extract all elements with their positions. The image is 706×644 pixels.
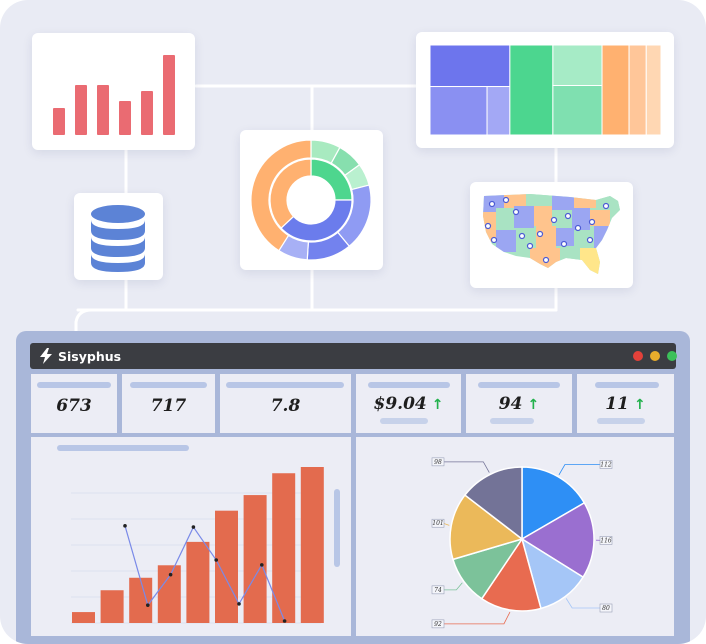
usa-map-icon: [483, 194, 620, 274]
bar: [163, 55, 175, 135]
line-point: [260, 563, 264, 567]
bar-line-chart-panel: [31, 437, 351, 636]
line-point: [168, 572, 173, 577]
pie-slice: [480, 537, 542, 612]
pie-data-label: 92: [434, 621, 442, 628]
sunburst-inner-segment: [269, 158, 312, 229]
bar: [72, 612, 95, 623]
bar: [215, 510, 238, 623]
treemap-cell: [628, 44, 647, 136]
pie-label-box: [431, 619, 445, 629]
trend-up-icon: ↑: [527, 397, 540, 413]
kpi-card: 94 ↑: [466, 374, 572, 433]
pie-label-box: [599, 536, 613, 545]
pie-label-box: [599, 460, 613, 469]
treemap-cell: [509, 44, 554, 136]
bar: [243, 495, 267, 623]
app-name: Sisyphus: [58, 349, 122, 364]
treemap-cell: [486, 86, 511, 136]
kpi-value: 11 ↑: [605, 394, 646, 414]
bar: [129, 577, 153, 623]
line-point: [214, 558, 218, 562]
bar: [100, 590, 124, 623]
bar: [119, 101, 131, 135]
scrollbar[interactable]: [334, 489, 340, 567]
bar: [272, 473, 296, 623]
pie-leader-line: [444, 611, 511, 625]
pie-leader-line: [558, 464, 600, 476]
treemap-card: [416, 32, 674, 148]
pie-data-label: 101: [432, 520, 443, 527]
kpi-card: 11 ↑: [577, 374, 674, 433]
treemap-cell: [645, 44, 662, 136]
line-series: [124, 525, 286, 622]
pie-label-box: [431, 585, 445, 595]
pie-label-box: [431, 518, 445, 528]
pie-data-label: 98: [434, 459, 442, 466]
trend-up-icon: ↑: [633, 397, 646, 413]
line-point: [123, 524, 127, 528]
line-point: [237, 602, 241, 606]
kpi-value: 7.8: [270, 396, 301, 416]
database-card: [74, 193, 163, 280]
kpi-value: $9.04 ↑: [373, 394, 444, 414]
pie-leader-line: [565, 598, 600, 609]
kpi-card: $9.04 ↑: [356, 374, 461, 433]
usa-map-card: [470, 182, 633, 288]
pie-slice: [463, 466, 523, 541]
thumbnail-bar-chart: [53, 55, 175, 135]
pie-label-box: [599, 603, 613, 613]
bar: [141, 91, 153, 135]
bar-chart-card: [32, 33, 195, 150]
sunburst-card: [240, 130, 383, 270]
treemap-chart: [429, 44, 662, 136]
kpi-card: 717: [122, 374, 215, 433]
pie-leader-line: [444, 582, 463, 591]
line-point: [191, 525, 196, 529]
maximize-button[interactable]: [667, 351, 677, 361]
treemap-cell: [552, 44, 603, 86]
pie-label-box: [431, 457, 445, 467]
pie-leader-line: [444, 461, 490, 473]
dashboard-window: Sisyphus 673 717 7.8 $9.04 ↑ 94 ↑: [16, 331, 690, 644]
kpi-value: 673: [56, 396, 92, 416]
minimize-button[interactable]: [650, 351, 660, 361]
kpi-value: 94 ↑: [498, 394, 540, 414]
sunburst-outer-segment: [250, 139, 312, 252]
pie-slice: [521, 466, 586, 541]
pie-data-label: 112: [600, 461, 612, 468]
pie-data-label: 74: [434, 587, 442, 594]
pie-chart: 112 116 80 92 74 101 98: [431, 457, 613, 629]
kpi-value: 717: [150, 396, 187, 416]
bar: [186, 541, 210, 623]
pie-data-label: 80: [602, 605, 610, 612]
treemap-cell: [429, 86, 488, 136]
bar: [53, 108, 65, 135]
kpi-card: 7.8: [220, 374, 351, 433]
line-point: [282, 619, 287, 623]
sunburst-chart: [250, 139, 372, 261]
bar: [97, 85, 109, 135]
bar: [157, 565, 181, 623]
kpi-card: 673: [31, 374, 117, 433]
pie-slice: [520, 501, 595, 579]
database-icon: [91, 205, 145, 272]
line-point: [146, 603, 150, 607]
lightning-icon: [40, 348, 52, 364]
bar: [75, 85, 87, 135]
title-bar: Sisyphus: [30, 343, 677, 369]
pie-chart-panel: 112 116 80 92 74 101 98: [356, 437, 674, 636]
treemap-cell: [601, 44, 630, 136]
close-button[interactable]: [633, 351, 643, 361]
bar: [300, 467, 324, 623]
treemap-cell: [429, 44, 511, 88]
pie-slice: [449, 494, 524, 561]
bar-line-chart: [71, 467, 324, 624]
trend-up-icon: ↑: [431, 397, 444, 413]
treemap-cell: [552, 85, 603, 136]
pie-data-label: 116: [600, 537, 612, 544]
